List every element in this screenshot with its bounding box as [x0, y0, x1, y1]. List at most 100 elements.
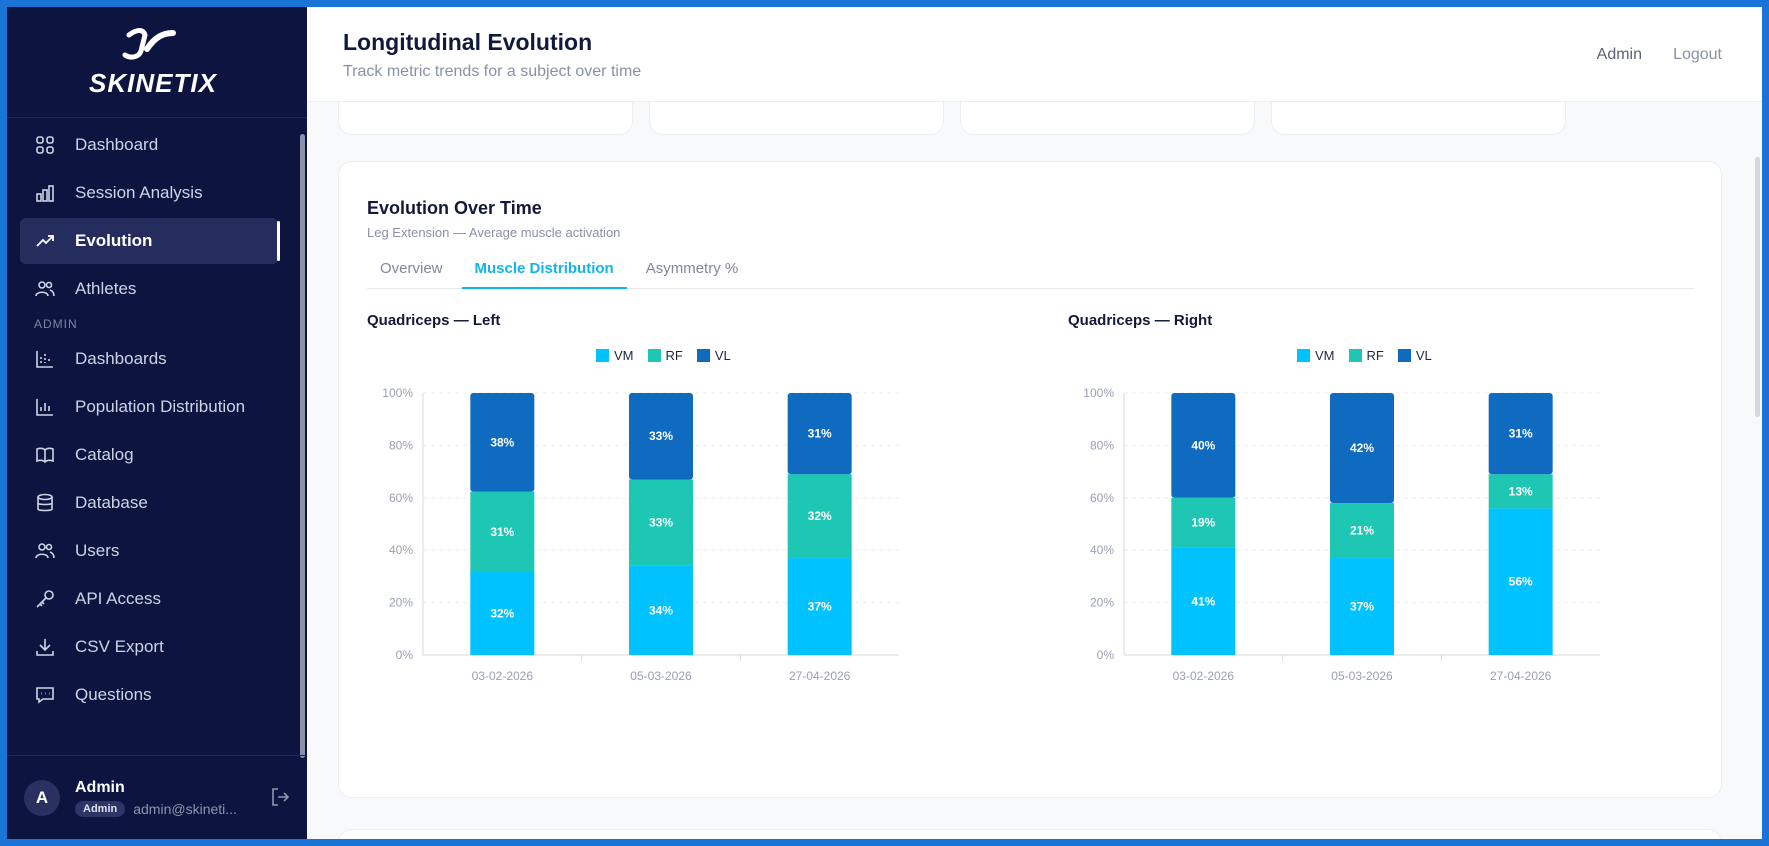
bar-segment-vl [1488, 393, 1553, 475]
y-tick-label: 0% [1097, 648, 1115, 662]
bar-segment-rf [629, 479, 693, 566]
legend-item-rf[interactable]: RF [647, 348, 683, 363]
sidebar-item-dashboard[interactable]: Dashboard [20, 122, 278, 168]
data-label: 31% [808, 427, 832, 441]
evolution-panel: Evolution Over Time Leg Extension — Aver… [338, 161, 1722, 798]
legend-item-vl[interactable]: VL [1397, 348, 1432, 363]
sidebar-item-catalog[interactable]: Catalog [20, 432, 278, 478]
user-info: Admin Admin admin@skineti... [75, 779, 237, 817]
bar-segment-vm [470, 571, 535, 655]
logout-link[interactable]: Logout [1673, 46, 1722, 63]
tab-asymmetry[interactable]: Asymmetry % [645, 260, 739, 277]
logo-area: SKINETIX [7, 7, 307, 118]
bar-segment-vl [787, 393, 852, 475]
sidebar-item-evolution[interactable]: Evolution [20, 218, 280, 264]
bar-segment-vm [629, 565, 693, 655]
sidebar-item-athletes[interactable]: Athletes [20, 266, 278, 312]
panel-title: Evolution Over Time [367, 198, 542, 218]
data-label: 38% [490, 435, 514, 449]
main-content: Longitudinal Evolution Track metric tren… [307, 7, 1762, 839]
legend-label: RF [665, 348, 683, 363]
y-tick-label: 20% [1090, 596, 1114, 610]
sidebar-item-label: Questions [75, 685, 152, 704]
sidebar-item-label: Users [75, 541, 120, 560]
sidebar-item-database[interactable]: Database [20, 480, 278, 526]
legend-swatch [647, 349, 661, 362]
bar-chart-icon [33, 181, 57, 205]
x-tick-label: 03-02-2026 [1173, 669, 1235, 683]
sidebar-item-users[interactable]: Users [20, 528, 278, 574]
page-subtitle: Track metric trends for a subject over t… [343, 63, 642, 80]
sidebar-nav: Dashboard Session Analysis Evolution Ath… [7, 120, 299, 720]
legend-item-vm[interactable]: VM [596, 348, 634, 363]
legend-label: VL [714, 348, 731, 363]
users-icon [33, 277, 57, 301]
chart-title: Quadriceps — Left [367, 312, 501, 329]
x-tick-label: 03-02-2026 [472, 669, 534, 683]
sidebar-item-label: Session Analysis [75, 183, 203, 202]
bar-segment-vm [1171, 547, 1236, 655]
sidebar-item-csv-export[interactable]: CSV Export [20, 624, 278, 670]
legend-swatch [1397, 349, 1411, 362]
x-tick-label: 05-03-2026 [630, 669, 692, 683]
brand-name: SKINETIX [89, 68, 217, 98]
data-label: 41% [1191, 594, 1215, 608]
sidebar-item-label: Population Distribution [75, 397, 246, 416]
data-label: 21% [1350, 524, 1374, 538]
database-icon [33, 491, 57, 515]
sidebar-item-api-access[interactable]: API Access [20, 576, 278, 622]
bar-segment-vl [1330, 393, 1394, 504]
y-tick-label: 100% [382, 386, 413, 400]
legend-swatch [596, 349, 609, 362]
sidebar-item-questions[interactable]: Questions [20, 672, 278, 718]
histogram-icon [33, 395, 57, 419]
chart-legend: VM RF VL [596, 348, 731, 363]
tab-overview[interactable]: Overview [380, 260, 443, 277]
bar-segment-rf [1171, 497, 1236, 548]
legend-label: VM [614, 348, 634, 363]
sidebar-item-population-distribution[interactable]: Population Distribution [20, 384, 278, 430]
bar-segment-rf [787, 474, 852, 559]
data-label: 31% [1509, 427, 1533, 441]
user-profile: A Admin Admin admin@skineti... [7, 755, 307, 839]
sidebar-item-dashboards[interactable]: Dashboards [20, 336, 278, 382]
logout-icon[interactable] [270, 787, 290, 812]
user-email: admin@skineti... [133, 800, 237, 817]
legend-item-vm[interactable]: VM [1297, 348, 1335, 363]
y-tick-label: 100% [1083, 386, 1114, 400]
sidebar-item-label: CSV Export [75, 637, 164, 656]
y-tick-label: 40% [389, 543, 413, 557]
tab-bar: Overview Muscle Distribution Asymmetry % [367, 255, 1695, 289]
bar-segment-vl [1171, 393, 1236, 498]
y-tick-label: 20% [389, 596, 413, 610]
sidebar-item-label: Dashboard [75, 135, 159, 154]
data-label: 33% [649, 429, 673, 443]
tab-muscle-distribution[interactable]: Muscle Distribution [461, 255, 627, 289]
legend-swatch [1348, 349, 1362, 362]
bar-segment-rf [1330, 503, 1394, 559]
avatar[interactable]: A [24, 779, 60, 816]
chart-left: Quadriceps — Left VM RF VL 0% 20% 40% 60% 80… [367, 312, 987, 732]
data-label: 19% [1191, 516, 1215, 530]
data-label: 13% [1509, 484, 1533, 498]
data-label: 33% [649, 516, 673, 530]
download-icon [33, 635, 57, 659]
data-label: 40% [1191, 438, 1215, 452]
admin-section-label: ADMIN [34, 317, 78, 331]
legend-item-vl[interactable]: VL [696, 348, 731, 363]
grid-icon [33, 133, 57, 157]
legend-swatch [696, 349, 710, 362]
chart-plot: 0% 20% 40% 60% 80% 100% 41% 19% 40% 03-02-2026 37%… [1083, 386, 1600, 683]
sidebar-scrollbar[interactable] [300, 134, 305, 758]
bar-segment-vm [1488, 508, 1553, 655]
bar-segment-rf [1488, 474, 1553, 509]
admin-link[interactable]: Admin [1596, 46, 1642, 63]
dashboard-chart-icon [33, 347, 57, 371]
data-label: 42% [1350, 441, 1374, 455]
sidebar-item-session-analysis[interactable]: Session Analysis [20, 170, 278, 216]
bar-segment-vl [629, 393, 693, 480]
legend-item-rf[interactable]: RF [1348, 348, 1384, 363]
y-tick-label: 60% [1090, 491, 1114, 505]
main-scrollbar[interactable] [1755, 157, 1760, 417]
y-tick-label: 0% [396, 648, 414, 662]
